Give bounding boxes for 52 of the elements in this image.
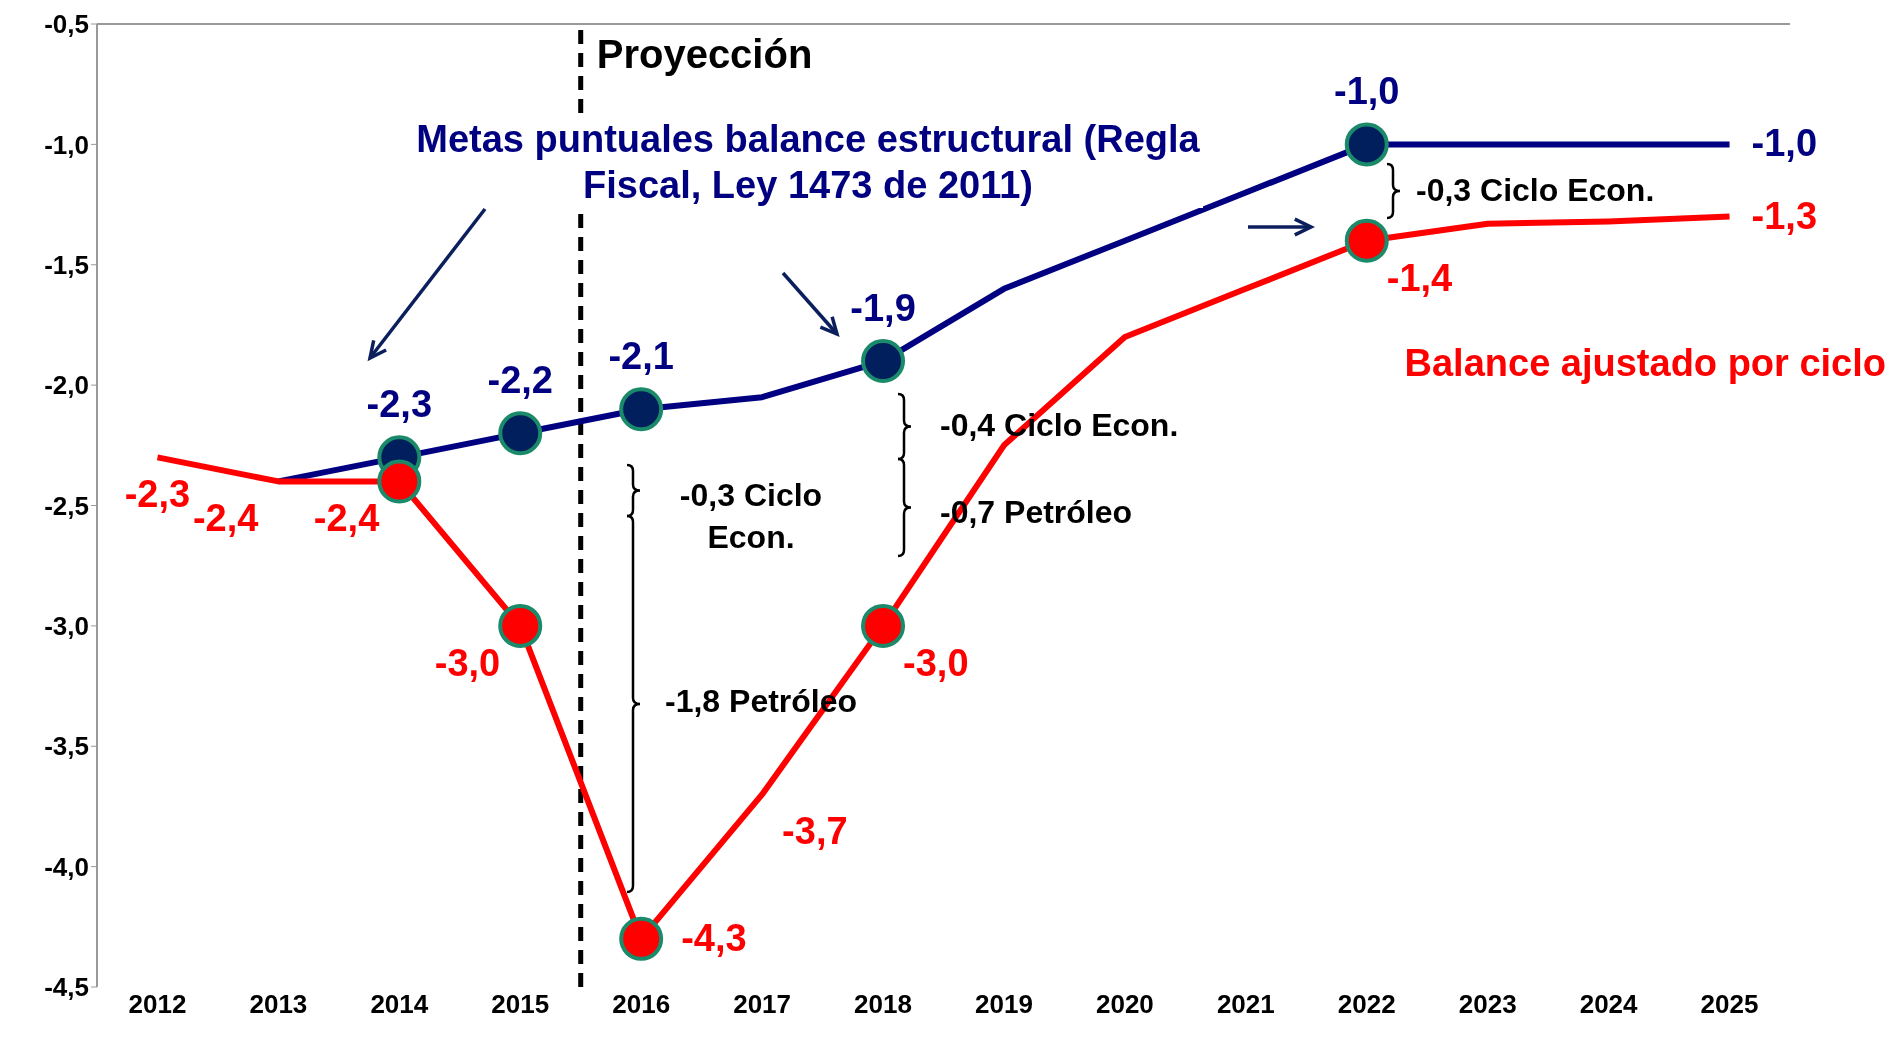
y-tick-label: -4,5	[44, 972, 89, 1003]
data-label: -1,4	[1386, 256, 1453, 299]
series-label: Metas puntuales balance estructural (Regla Fiscal, Ley 1473 de 2011)	[413, 116, 1203, 208]
y-tick-label: -3,0	[44, 611, 89, 642]
point	[498, 411, 543, 456]
x-tick-label: 2024	[1579, 989, 1639, 1020]
y-tick-label: -2,0	[44, 370, 89, 401]
x-tick-label: 2012	[128, 989, 187, 1020]
point	[377, 459, 422, 504]
annotation: -0,3 Ciclo Econ.	[1416, 171, 1655, 210]
data-label: -3,0	[903, 641, 969, 684]
x-tick-label: 2013	[249, 989, 308, 1020]
data-label: -2,4	[192, 497, 259, 540]
data-label: -4,3	[681, 916, 747, 959]
x-tick-label: 2016	[612, 989, 671, 1020]
x-tick-label: 2017	[733, 989, 792, 1020]
point	[498, 603, 543, 648]
data-label: -1,0	[1751, 122, 1818, 165]
x-tick-label: 2022	[1337, 989, 1396, 1020]
annotation: -0,3 Ciclo Econ.	[678, 476, 824, 557]
x-tick-label: 2014	[370, 989, 429, 1020]
y-tick-label: -4,0	[44, 851, 89, 882]
y-tick-label: -3,5	[44, 731, 89, 762]
x-tick-label: 2025	[1700, 989, 1759, 1020]
x-tick-label: 2015	[491, 989, 550, 1020]
x-tick-label: 2020	[1095, 989, 1154, 1020]
point	[619, 916, 664, 961]
data-label: -2,4	[313, 497, 380, 540]
data-label: -3,0	[434, 641, 501, 684]
data-label: -2,2	[487, 359, 553, 402]
data-label: -2,3	[124, 473, 191, 516]
x-tick-label: 2021	[1216, 989, 1275, 1020]
data-label: -3,7	[782, 810, 848, 853]
point	[619, 387, 664, 432]
x-tick-label: 2023	[1458, 989, 1517, 1020]
data-label: -2,3	[366, 383, 433, 426]
y-tick-label: -0,5	[44, 9, 89, 40]
x-tick-label: 2018	[854, 989, 912, 1020]
point	[861, 603, 906, 648]
ref-line-label: Proyección	[596, 32, 813, 77]
data-label: -1,0	[1334, 70, 1400, 113]
text: Balance ajustado por ciclo	[1403, 341, 1886, 386]
point	[861, 339, 906, 384]
y-tick-label: -1,5	[44, 249, 89, 280]
data-label: -2,1	[608, 335, 674, 378]
y-tick-label: -1,0	[44, 129, 89, 160]
y-tick-label: -2,5	[44, 490, 89, 521]
x-tick-label: 2019	[975, 989, 1033, 1020]
data-label: -1,3	[1751, 194, 1818, 237]
point	[1344, 122, 1389, 167]
data-label: -1,9	[850, 287, 916, 330]
point	[1344, 218, 1389, 263]
